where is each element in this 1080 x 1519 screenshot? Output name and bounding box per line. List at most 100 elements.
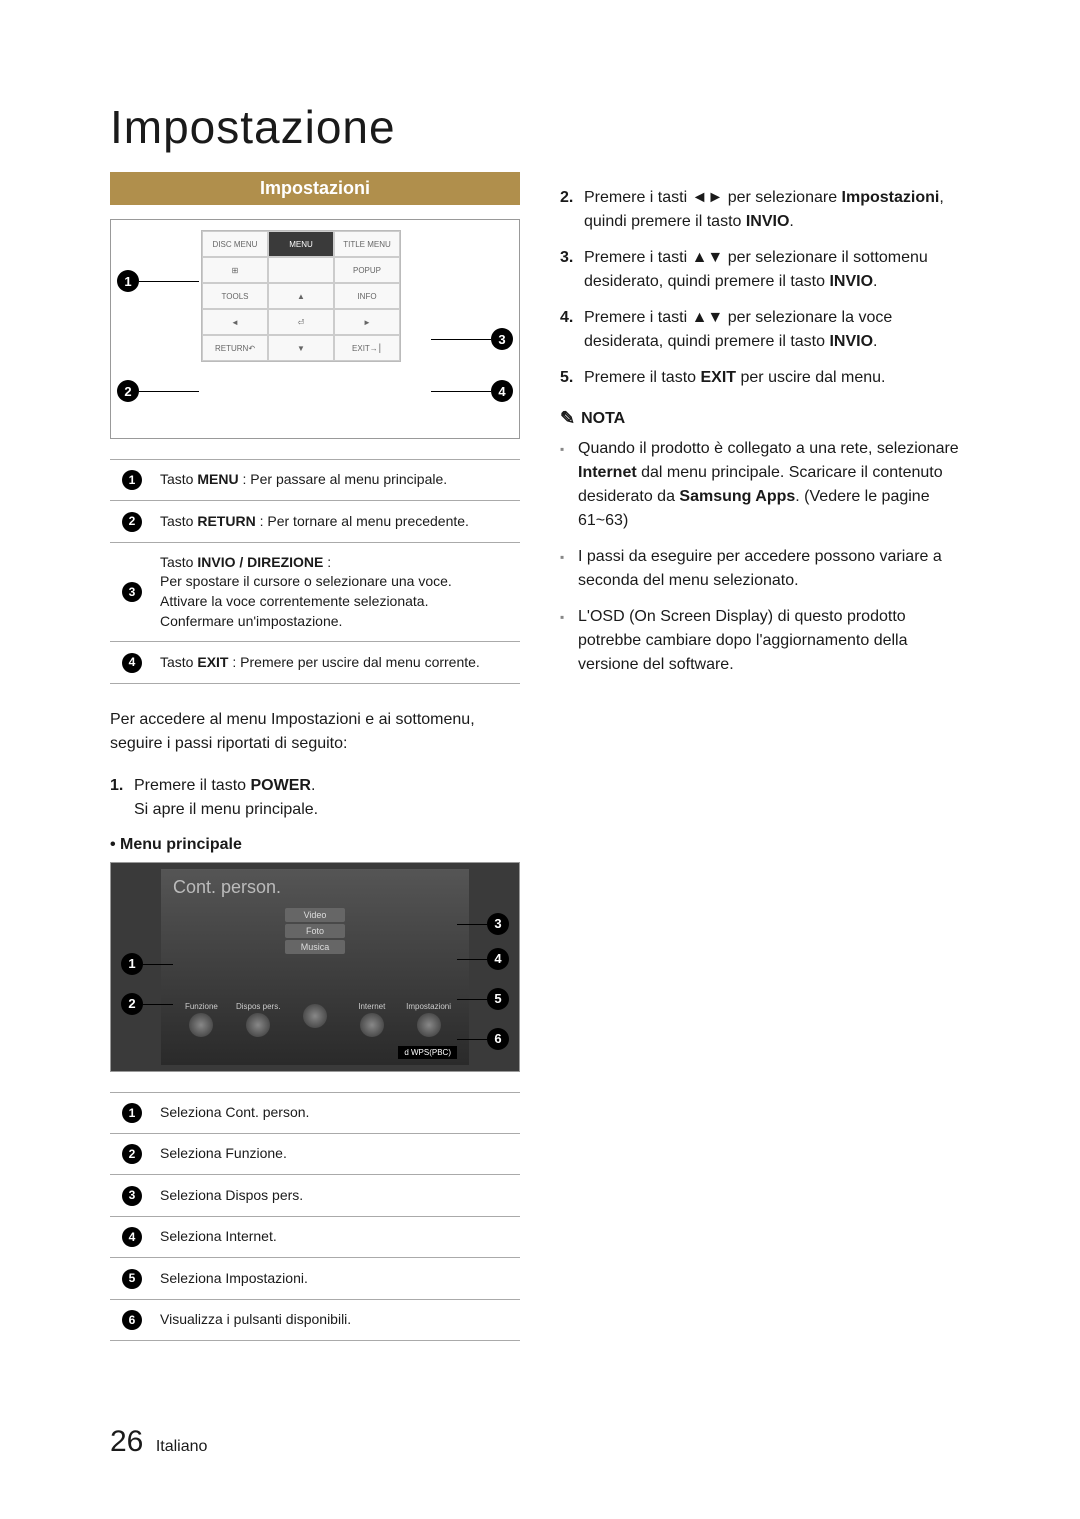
callout-3: 3 [491,328,513,350]
remote-tools: TOOLS [202,283,268,309]
remote-exit: EXIT →⎮ [334,335,400,361]
num-badge: 4 [122,1227,142,1247]
table-row: 1 Seleziona Cont. person. [110,1092,520,1133]
num-badge: 3 [122,582,142,602]
remote-up: ▲ [268,283,334,309]
steps-right: 2.Premere i tasti ◄► per selezionare Imp… [560,186,970,390]
remote-title-menu: TITLE MENU [334,231,400,257]
callout-line [457,924,487,925]
table-cell: Seleziona Cont. person. [154,1092,520,1133]
remote-blank-2 [268,257,334,283]
remote-disc-menu: DISC MENU [202,231,268,257]
remote-enter: ⏎ [268,309,334,335]
nota-heading: ✎ NOTA [560,408,970,429]
menu-icon: Dispos pers. [230,1002,287,1037]
menu-stack: Video Foto Musica [161,908,469,954]
two-column-layout: Impostazioni DISC MENU MENU TITLE MENU ⊞… [110,172,970,1365]
num-badge: 2 [122,1144,142,1164]
num-badge: 1 [122,470,142,490]
table-cell: Seleziona Funzione. [154,1134,520,1175]
remote-graphic: DISC MENU MENU TITLE MENU ⊞ POPUP TOOLS … [201,230,401,362]
remote-diagram: DISC MENU MENU TITLE MENU ⊞ POPUP TOOLS … [110,219,520,439]
table-cell: Tasto MENU : Per passare al menu princip… [154,460,520,501]
remote-right: ► [334,309,400,335]
table-row: 1 Tasto MENU : Per passare al menu princi… [110,460,520,501]
step-item: 5.Premere il tasto EXIT per uscire dal m… [560,366,970,390]
left-column: Impostazioni DISC MENU MENU TITLE MENU ⊞… [110,172,520,1365]
remote-reference-table: 1 Tasto MENU : Per passare al menu princi… [110,459,520,684]
table-cell: Tasto EXIT : Premere per uscire dal menu… [154,642,520,683]
menu-icon: Internet [343,1002,400,1037]
menu-callout-5: 5 [487,988,509,1010]
menu-icon: Funzione [173,1002,230,1037]
table-row: 3 Seleziona Dispos pers. [110,1175,520,1216]
table-cell: Seleziona Dispos pers. [154,1175,520,1216]
callout-line [431,391,491,392]
table-row: 2 Seleziona Funzione. [110,1134,520,1175]
table-row: 6 Visualizza i pulsanti disponibili. [110,1299,520,1340]
callout-line [139,281,199,282]
menu-wps-label: d WPS(PBC) [398,1046,457,1059]
callout-1: 1 [117,270,139,292]
table-row: 3 Tasto INVIO / DIREZIONE :Per spostare i… [110,542,520,641]
table-cell: Tasto INVIO / DIREZIONE :Per spostare il… [154,542,520,641]
step-item: 4.Premere i tasti ▲▼ per selezionare la … [560,306,970,354]
note-item: Quando il prodotto è collegato a una ret… [578,437,970,533]
menu-icon [287,1002,344,1037]
menu-reference-table: 1 Seleziona Cont. person. 2 Seleziona Funzi… [110,1092,520,1341]
callout-line [457,999,487,1000]
note-item: I passi da eseguire per accedere possono… [578,545,970,593]
num-badge: 3 [122,1186,142,1206]
remote-menu: MENU [268,231,334,257]
remote-down: ▼ [268,335,334,361]
menu-principale-label: • Menu principale [110,836,520,854]
page-number: 26 [110,1425,143,1458]
page-title: Impostazione [110,100,970,154]
table-cell: Seleziona Internet. [154,1216,520,1257]
remote-popup: POPUP [334,257,400,283]
callout-4: 4 [491,380,513,402]
num-badge: 6 [122,1310,142,1330]
nota-label: NOTA [581,410,625,428]
menu-screen-title: Cont. person. [161,869,469,906]
num-badge: 2 [122,512,142,532]
section-header: Impostazioni [110,172,520,205]
num-badge: 5 [122,1269,142,1289]
num-badge: 1 [122,1103,142,1123]
step-item: 2.Premere i tasti ◄► per selezionare Imp… [560,186,970,234]
remote-info: INFO [334,283,400,309]
menu-callout-2: 2 [121,993,143,1015]
menu-icon: Impostazioni [400,1002,457,1037]
table-row: 2 Tasto RETURN : Per tornare al menu prec… [110,501,520,542]
table-cell: Tasto RETURN : Per tornare al menu prece… [154,501,520,542]
remote-return: RETURN ↶ [202,335,268,361]
intro-text: Per accedere al menu Impostazioni e ai s… [110,708,520,756]
menu-callout-4: 4 [487,948,509,970]
table-cell: Seleziona Impostazioni. [154,1258,520,1299]
step-item: 1.Premere il tasto POWER.Si apre il menu… [110,774,520,822]
menu-stack-item: Musica [285,940,345,954]
notes-list: Quando il prodotto è collegato a una ret… [560,437,970,677]
step-item: 3.Premere i tasti ▲▼ per selezionare il … [560,246,970,294]
right-column: 2.Premere i tasti ◄► per selezionare Imp… [560,172,970,1365]
callout-line [143,1004,173,1005]
table-row: 4Tasto EXIT : Premere per uscire dal men… [110,642,520,683]
callout-line [457,959,487,960]
remote-blank-1: ⊞ [202,257,268,283]
menu-icons-row: Funzione Dispos pers. Internet Impostazi… [173,1002,457,1037]
table-row: 5 Seleziona Impostazioni. [110,1258,520,1299]
menu-callout-1: 1 [121,953,143,975]
callout-line [143,964,173,965]
note-item: L'OSD (On Screen Display) di questo prod… [578,605,970,677]
menu-stack-item: Video [285,908,345,922]
menu-callout-6: 6 [487,1028,509,1050]
remote-left: ◄ [202,309,268,335]
callout-line [431,339,491,340]
table-row: 4 Seleziona Internet. [110,1216,520,1257]
callout-line [139,391,199,392]
table-cell: Visualizza i pulsanti disponibili. [154,1299,520,1340]
callout-line [457,1039,487,1040]
menu-stack-item: Foto [285,924,345,938]
steps-left: 1.Premere il tasto POWER.Si apre il menu… [110,774,520,822]
page-footer: 26 Italiano [110,1425,970,1459]
